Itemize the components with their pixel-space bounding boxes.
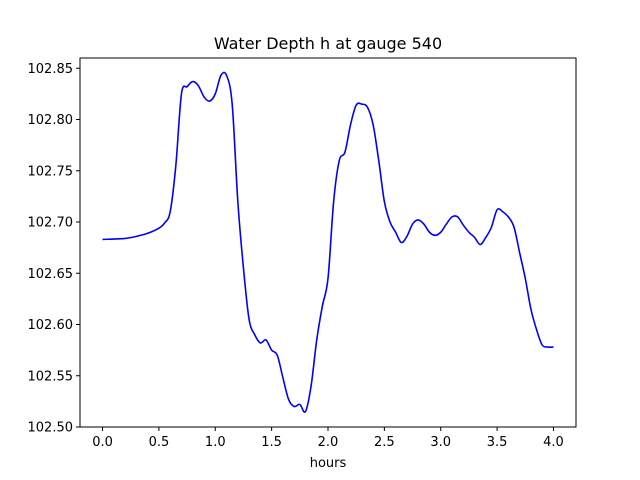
series-line-0 <box>102 71 554 414</box>
y-tick-label: 102.65 <box>28 267 74 282</box>
x-tick-label: 2.5 <box>374 435 395 450</box>
x-tick-label: 4.0 <box>543 435 564 450</box>
y-tick-label: 102.60 <box>28 318 74 333</box>
y-tick-label: 102.50 <box>28 421 74 436</box>
y-tick-label: 102.75 <box>28 164 74 179</box>
y-tick-label: 102.80 <box>28 113 74 128</box>
x-tick-label: 0.5 <box>149 435 170 450</box>
x-tick-label: 1.0 <box>205 435 226 450</box>
chart-title: Water Depth h at gauge 540 <box>214 34 442 53</box>
y-tick-label: 102.70 <box>28 216 74 231</box>
plot-area <box>102 71 554 414</box>
x-tick-label: 0.0 <box>92 435 113 450</box>
x-tick-label: 3.0 <box>430 435 451 450</box>
axis-ticks: 0.0 0.5 1.0 1.5 2.0 2.5 3.0 3.5 4.0 102.50 102.55 1… <box>28 62 564 450</box>
y-tick-label: 102.55 <box>28 369 74 384</box>
y-tick-label: 102.85 <box>28 62 74 77</box>
x-axis-label: hours <box>310 456 347 471</box>
x-tick-label: 1.5 <box>261 435 282 450</box>
x-tick-label: 2.0 <box>318 435 339 450</box>
x-tick-label: 3.5 <box>487 435 508 450</box>
axes-frame <box>79 57 577 428</box>
